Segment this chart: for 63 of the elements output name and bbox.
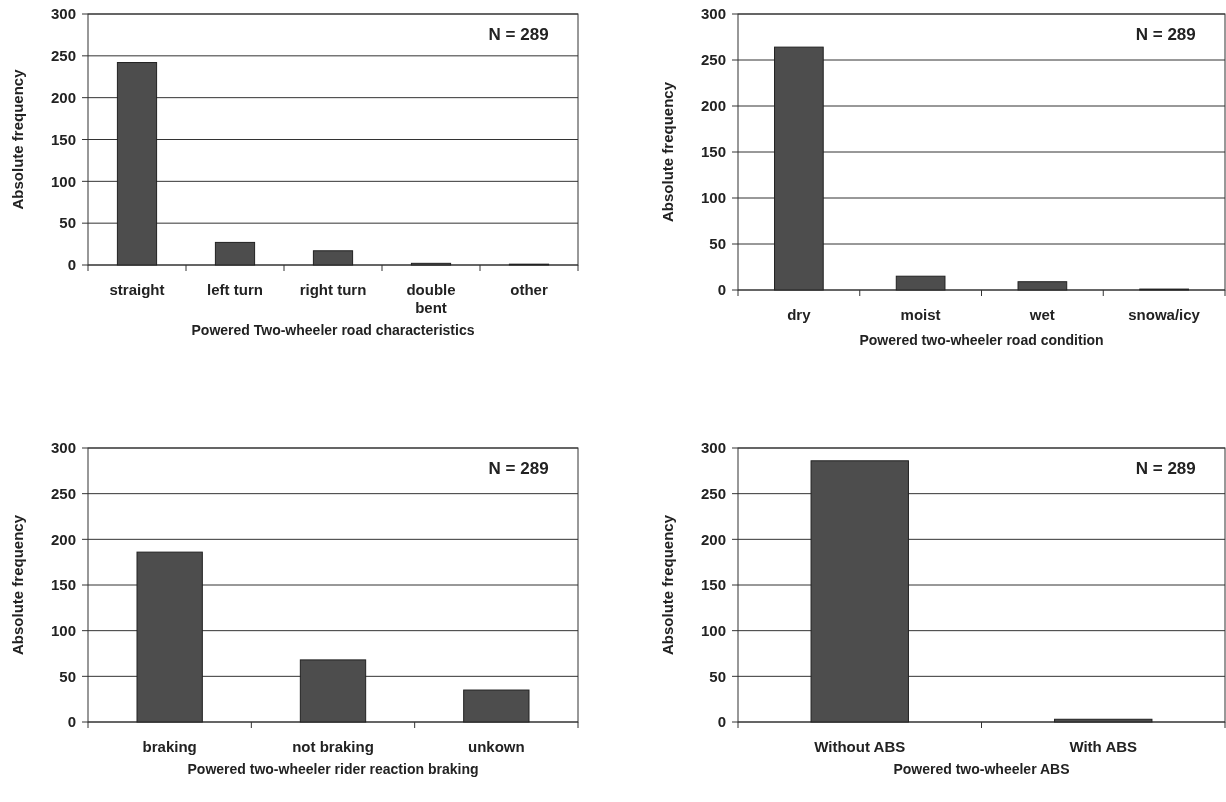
y-tick-label: 250 [50,47,76,65]
x-tick-label: right turn [299,281,367,298]
y-tick-label: 50 [59,667,76,685]
y-tick-label: 100 [700,621,726,639]
y-tick-label: 100 [700,189,726,207]
annotation: N = 289 [1135,459,1196,478]
y-tick-label: 250 [700,51,726,69]
y-tick-label: 200 [700,97,726,115]
y-tick-label: 300 [700,439,726,457]
y-tick-label: 200 [50,88,76,106]
y-tick-label: 150 [700,576,726,594]
y-axis-title: Absolute frequency [659,514,676,656]
bar [116,62,158,266]
x-tick-label: unkown [468,738,525,755]
annotation: N = 289 [488,25,549,44]
x-tick-label: With ABS [1069,738,1138,755]
y-axis-title: Absolute frequency [9,68,26,210]
x-tick-label: Without ABS [814,738,906,755]
y-tick-label: 100 [50,621,76,639]
y-tick-label: 50 [59,214,76,232]
bar [895,275,946,291]
x-tick-label: moist [900,306,941,323]
bar [774,46,824,291]
y-tick-label: 100 [50,172,76,190]
x-tick-label: braking [142,738,197,755]
y-tick-label: 300 [700,5,726,23]
y-tick-label: 200 [700,530,726,548]
x-tick-label: left turn [207,281,263,298]
y-tick-label: 0 [67,256,76,274]
x-axis-title: Powered two-wheeler rider reaction braking [187,761,479,777]
y-tick-label: 250 [700,484,726,502]
y-tick-label: 50 [709,235,726,253]
y-tick-label: 150 [50,130,76,148]
bar [214,241,256,266]
y-axis-title: Absolute frequency [659,81,676,223]
x-tick-label: snowa/icy [1128,306,1201,323]
x-axis-title: Powered two-wheeler road condition [859,332,1104,348]
bar [1017,281,1068,291]
y-tick-label: 150 [50,576,76,594]
y-tick-label: 250 [50,484,76,502]
y-tick-label: 300 [50,439,76,457]
y-tick-label: 0 [717,281,726,299]
x-tick-label: dry [787,306,812,323]
bar [463,689,530,723]
bar [299,659,367,723]
bar [136,551,203,723]
y-tick-label: 200 [50,530,76,548]
y-axis-title: Absolute frequency [9,514,26,656]
y-tick-label: 0 [67,713,76,731]
annotation: N = 289 [488,459,549,478]
y-tick-label: 50 [709,667,726,685]
x-axis-title: Powered Two-wheeler road characteristics [191,322,475,338]
y-tick-label: 0 [717,713,726,731]
bar [312,250,354,266]
x-tick-label: wet [1028,306,1055,323]
y-tick-label: 300 [50,5,76,23]
annotation: N = 289 [1135,25,1196,44]
x-tick-label: other [510,281,548,298]
x-tick-label: not braking [292,738,374,755]
y-tick-label: 150 [700,143,726,161]
x-tick-label: straight [109,281,165,298]
x-tick-label: double bent [406,281,456,316]
x-axis-title: Powered two-wheeler ABS [893,761,1070,777]
